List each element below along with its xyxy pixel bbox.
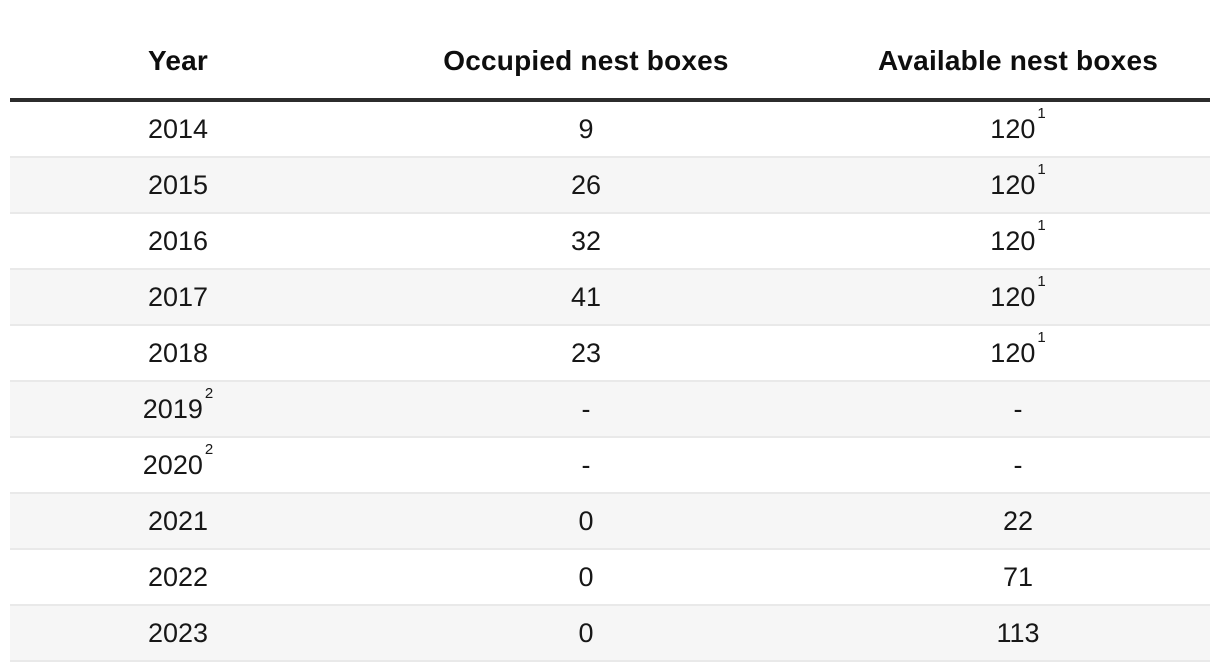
available-cell: 71 <box>826 548 1210 605</box>
cell-text: 2018 <box>147 337 209 368</box>
year-cell: 2017 <box>10 268 346 325</box>
cell-text: 2021 <box>147 505 209 536</box>
table-row: 2014 9 1201 <box>10 99 1210 157</box>
cell-text: 120 <box>990 337 1036 368</box>
footnote-marker: 1 <box>1037 216 1046 234</box>
year-cell: 20202 <box>10 436 346 493</box>
occupied-cell: 9 <box>346 99 826 157</box>
cell-text: 22 <box>1002 505 1034 536</box>
cell-text: 0 <box>578 617 594 648</box>
cell-text: - <box>581 393 591 424</box>
cell-text: 9 <box>578 113 594 144</box>
available-cell: - <box>826 380 1210 437</box>
available-cell: 1201 <box>826 212 1210 269</box>
occupied-cell: 32 <box>346 212 826 269</box>
occupied-cell: 0 <box>346 548 826 605</box>
cell-text: 71 <box>1002 561 1034 592</box>
cell-text: 0 <box>578 505 594 536</box>
available-cell: 1201 <box>826 268 1210 325</box>
year-cell: 2018 <box>10 324 346 381</box>
table-row: 20192 - - <box>10 380 1210 437</box>
cell-text: 41 <box>570 281 602 312</box>
footnote-marker: 1 <box>1037 328 1046 346</box>
footnote-marker: 1 <box>1037 160 1046 178</box>
cell-text: 120 <box>990 169 1036 200</box>
footnote-marker: 1 <box>1037 272 1046 290</box>
col-header-year: Year <box>10 0 346 102</box>
occupied-cell: - <box>346 436 826 493</box>
cell-text: 2022 <box>147 561 209 592</box>
col-header-available: Available nest boxes <box>826 0 1210 102</box>
year-cell: 2016 <box>10 212 346 269</box>
available-cell: 1201 <box>826 324 1210 381</box>
table-row: 20202 - - <box>10 436 1210 493</box>
available-cell: 113 <box>826 604 1210 662</box>
occupied-cell: 0 <box>346 492 826 549</box>
cell-text: 32 <box>570 225 602 256</box>
occupied-cell: 26 <box>346 156 826 213</box>
occupied-cell: - <box>346 380 826 437</box>
table-row: 2023 0 113 <box>10 604 1210 662</box>
cell-text: 26 <box>570 169 602 200</box>
year-cell: 20192 <box>10 380 346 437</box>
cell-text: - <box>1013 393 1023 424</box>
cell-text: 2023 <box>147 617 209 648</box>
cell-text: 120 <box>990 225 1036 256</box>
available-cell: 1201 <box>826 99 1210 157</box>
table-row: 2017 41 1201 <box>10 268 1210 325</box>
cell-text: 120 <box>990 281 1036 312</box>
cell-text: 23 <box>570 337 602 368</box>
occupied-cell: 0 <box>346 604 826 662</box>
year-cell: 2015 <box>10 156 346 213</box>
footnote-marker: 2 <box>204 384 214 402</box>
occupied-cell: 41 <box>346 268 826 325</box>
year-cell: 2021 <box>10 492 346 549</box>
col-header-occupied: Occupied nest boxes <box>346 0 826 102</box>
table-row: 2018 23 1201 <box>10 324 1210 381</box>
table-row: 2021 0 22 <box>10 492 1210 549</box>
cell-text: 113 <box>996 617 1040 648</box>
cell-text: 2014 <box>147 113 209 144</box>
year-cell: 2023 <box>10 604 346 662</box>
table-row: 2016 32 1201 <box>10 212 1210 269</box>
table-header-row: Year Occupied nest boxes Available nest … <box>10 0 1210 102</box>
nest-box-table: Year Occupied nest boxes Available nest … <box>10 0 1210 662</box>
cell-text: - <box>581 449 591 480</box>
cell-text: 2016 <box>147 225 209 256</box>
cell-text: 120 <box>990 113 1036 144</box>
cell-text: 2020 <box>142 449 203 480</box>
footnote-marker: 1 <box>1037 104 1046 122</box>
table-row: 2015 26 1201 <box>10 156 1210 213</box>
year-cell: 2014 <box>10 99 346 157</box>
available-cell: - <box>826 436 1210 493</box>
cell-text: 2019 <box>142 393 203 424</box>
available-cell: 22 <box>826 492 1210 549</box>
occupied-cell: 23 <box>346 324 826 381</box>
cell-text: 0 <box>578 561 594 592</box>
available-cell: 1201 <box>826 156 1210 213</box>
cell-text: 2015 <box>147 169 209 200</box>
table-row: 2022 0 71 <box>10 548 1210 605</box>
footnote-marker: 2 <box>204 440 214 458</box>
cell-text: 2017 <box>147 281 209 312</box>
year-cell: 2022 <box>10 548 346 605</box>
table-body: 2014 9 1201 2015 26 1201 2016 32 1201 2017 41 1201 2… <box>10 99 1210 662</box>
cell-text: - <box>1013 449 1023 480</box>
